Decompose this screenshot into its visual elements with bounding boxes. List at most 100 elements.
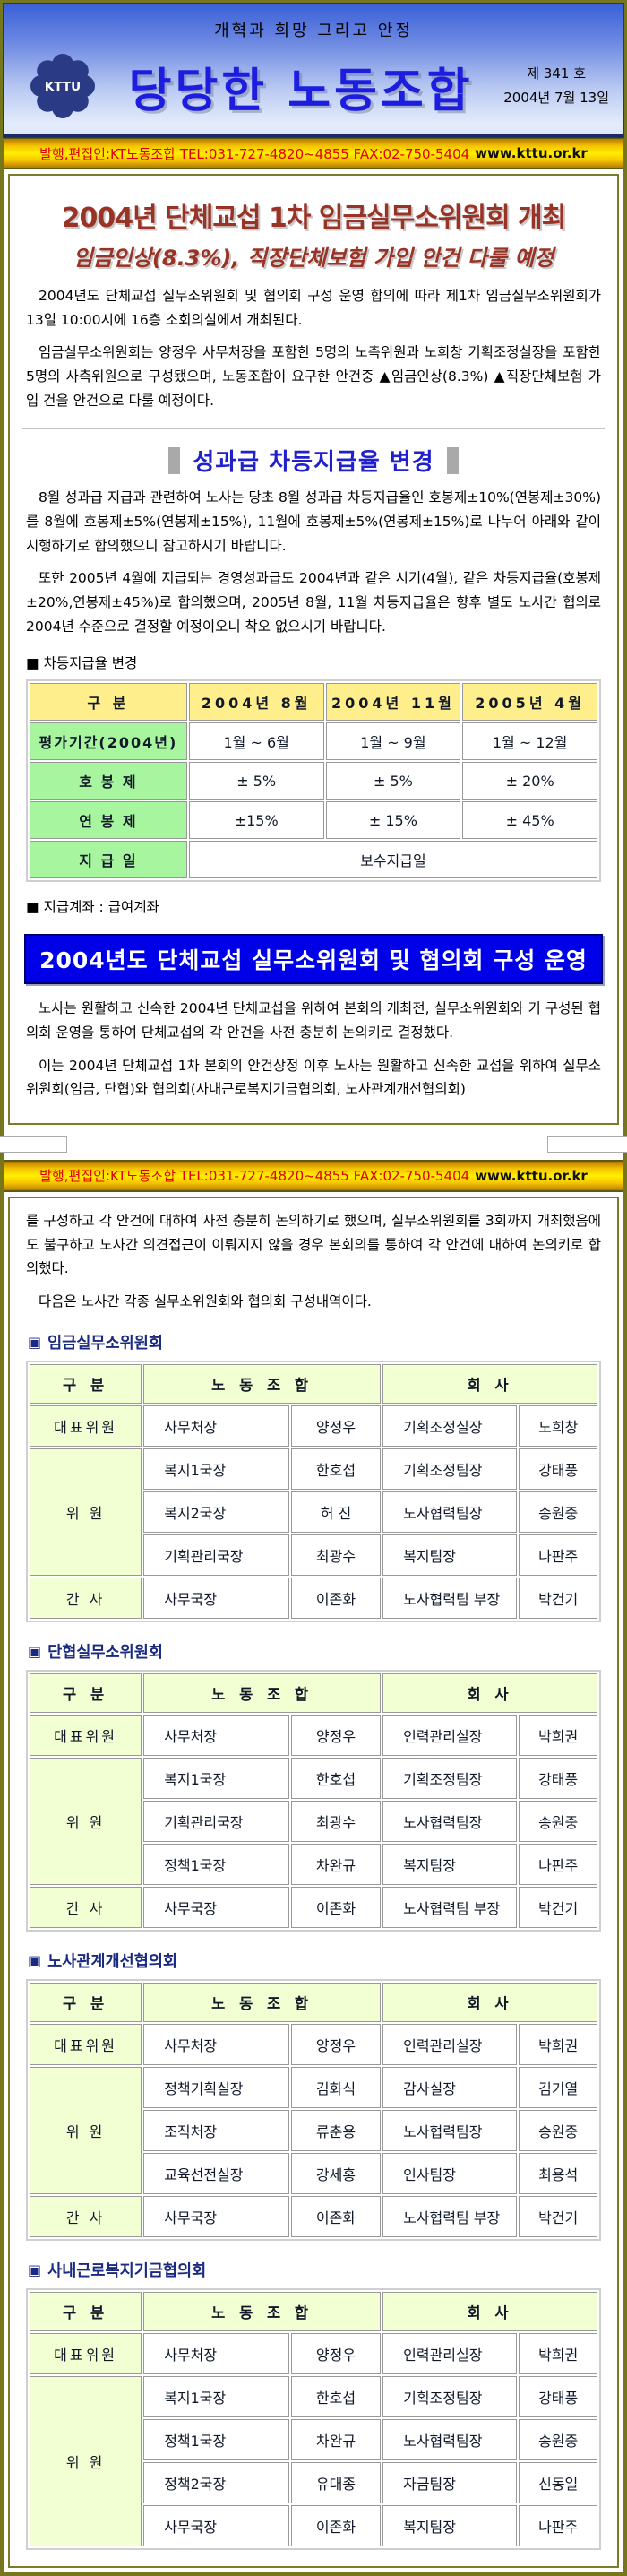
pay-table-header-cell: 구 분 — [30, 683, 187, 722]
union-name-cell: 강세홍 — [290, 2153, 382, 2195]
pay-table-row-label: 연 봉 제 — [30, 801, 187, 840]
company-position-cell: 감사실장 — [382, 2067, 518, 2109]
page-break-left-mark — [0, 1135, 67, 1153]
committee-row-label: 위 원 — [30, 1448, 142, 1577]
committee-section-title: ▣ 노사관계개선협의회 — [28, 1949, 599, 1972]
union-name-cell: 이존화 — [290, 2196, 382, 2238]
pay-table-row: 연 봉 제 ±15% ± 15% ± 45% — [30, 801, 597, 840]
union-name-cell: 류춘용 — [290, 2110, 382, 2152]
company-position-cell: 복지팀장 — [382, 2505, 518, 2547]
heading-left-bar — [168, 446, 181, 474]
publisher-text: 발행,편집인:KT노동조합 TEL:031-727-4820~4855 FAX:… — [39, 145, 470, 162]
company-name-cell: 박건기 — [519, 1887, 597, 1929]
company-name-cell: 송원중 — [519, 2419, 597, 2461]
company-position-cell: 인력관리실장 — [382, 1715, 518, 1757]
company-name-cell: 송원중 — [519, 1491, 597, 1534]
committee-row-label: 대표위원 — [30, 2024, 142, 2066]
page-break — [0, 1128, 627, 1160]
pay-table-row: 호 봉 제 ± 5% ± 5% ± 20% — [30, 762, 597, 800]
union-name-cell: 양정우 — [290, 1715, 382, 1757]
publisher-text: 발행,편집인:KT노동조합 TEL:031-727-4820~4855 FAX:… — [39, 1168, 470, 1185]
union-position-cell: 정책1국장 — [143, 1844, 289, 1886]
article2-paragraph-3: 를 구성하고 각 안건에 대하여 사전 충분히 논의하기로 했으며, 실무소위원… — [26, 1212, 601, 1277]
company-position-cell: 기획조정팀장 — [382, 1448, 518, 1491]
company-position-cell: 노사협력팀 부장 — [382, 2196, 518, 2238]
section2-title: 성과급 차등지급율 변경 — [193, 449, 434, 477]
committee-row-label: 간 사 — [30, 1887, 142, 1929]
company-name-cell: 강태풍 — [519, 2376, 597, 2418]
pay-table: 구 분 2004년 8월 2004년 11월 2005년 4월 평가기간(2004년) 1… — [26, 679, 601, 883]
company-name-cell: 박건기 — [519, 1578, 597, 1620]
union-name-cell: 양정우 — [290, 2024, 382, 2066]
union-name-cell: 차완규 — [290, 1844, 382, 1886]
committee-row: 대표위원 사무처장 양정우 인력관리실장 박희권 — [30, 2024, 597, 2066]
union-position-cell: 복지1국장 — [143, 1448, 289, 1491]
issue-info: 제 341 호 2004년 7월 13일 — [503, 62, 609, 110]
pay-table-header-cell: 2004년 11월 — [325, 683, 461, 722]
committee-row-label: 위 원 — [30, 2067, 142, 2195]
company-name-cell: 나판주 — [519, 1534, 597, 1577]
committee-row: 간 사 사무국장 이존화 노사협력팀 부장 박건기 — [30, 2196, 597, 2238]
company-position-cell: 노사협력팀 부장 — [382, 1578, 518, 1620]
committee-name: 임금실무소위원회 — [47, 1335, 163, 1353]
pay-table-row-label: 평가기간(2004년) — [30, 722, 187, 761]
company-position-cell: 노사협력팀장 — [382, 2419, 518, 2461]
committee-row: 대표위원 사무처장 양정우 기획조정실장 노희창 — [30, 1405, 597, 1448]
union-position-cell: 사무국장 — [143, 2505, 289, 2547]
committee-name: 노사관계개선협의회 — [47, 1953, 178, 1972]
company-position-cell: 인력관리실장 — [382, 2333, 518, 2375]
committee-header-cell: 회 사 — [382, 1673, 597, 1714]
pay-table-header-cell: 2004년 8월 — [188, 683, 324, 722]
section2-paragraph-1: 8월 성과급 지급과 관련하여 노사는 당초 8월 성과급 차등지급율인 호봉제… — [26, 489, 601, 554]
pay-table-value-cell: 보수지급일 — [188, 841, 597, 879]
company-name-cell: 신동일 — [519, 2462, 597, 2504]
company-name-cell: 강태풍 — [519, 1758, 597, 1800]
committee-row: 대표위원 사무처장 양정우 인력관리실장 박희권 — [30, 2333, 597, 2375]
company-position-cell: 인사팀장 — [382, 2153, 518, 2195]
union-name-cell: 이존화 — [290, 1578, 382, 1620]
masthead: 개혁과 희망 그리고 안정 KTTU 당당한 노동조합 제 341 호 2 — [3, 3, 624, 138]
committee-row: 대표위원 사무처장 양정우 인력관리실장 박희권 — [30, 1715, 597, 1757]
pay-table-value-cell: ± 5% — [188, 762, 324, 800]
committee-row-label: 대표위원 — [30, 2333, 142, 2375]
article1-paragraph-1: 2004년도 단체교섭 실무소위원회 및 협의회 구성 운영 합의에 따라 제1… — [26, 288, 601, 328]
union-position-cell: 사무국장 — [143, 1887, 289, 1929]
committee-row-label: 대표위원 — [30, 1405, 142, 1448]
article2-paragraph-1: 노사는 원활하고 신속한 2004년 단체교섭을 위하여 본회의 개최전, 실무… — [26, 1000, 601, 1041]
pay-table-value-cell: ± 45% — [462, 801, 597, 840]
committee-row-label: 위 원 — [30, 1758, 142, 1886]
union-name-cell: 한호섭 — [290, 2376, 382, 2418]
committee-row: 위 원 복지1국장 한호섭 기획조정팀장 강태풍 — [30, 1448, 597, 1577]
pay-table-container: 구 분 2004년 8월 2004년 11월 2005년 4월 평가기간(2004년) 1… — [22, 679, 605, 883]
issue-date: 2004년 7월 13일 — [503, 90, 609, 106]
company-position-cell: 복지팀장 — [382, 1534, 518, 1577]
union-name-cell: 한호섭 — [290, 1448, 382, 1491]
union-name-cell: 김화식 — [290, 2067, 382, 2109]
company-name-cell: 박희권 — [519, 2333, 597, 2375]
section2-paragraph-2: 또한 2005년 4월에 지급되는 경영성과급도 2004년과 같은 시기(4월… — [26, 570, 601, 635]
union-name-cell: 한호섭 — [290, 1758, 382, 1800]
company-name-cell: 박희권 — [519, 2024, 597, 2066]
newsletter-title: 당당한 노동조합 — [128, 64, 474, 118]
article1-paragraph-2: 임금실무소위원회는 양정우 사무처장을 포함한 5명의 노측위원과 노희창 기획… — [26, 344, 601, 409]
committee-row: 간 사 사무국장 이존화 노사협력팀 부장 박건기 — [30, 1887, 597, 1929]
committee-row: 위 원 정책기획실장 김화식 감사실장 김기열 — [30, 2067, 597, 2195]
union-position-cell: 복지1국장 — [143, 1758, 289, 1800]
union-position-cell: 사무처장 — [143, 1405, 289, 1448]
company-position-cell: 노사협력팀장 — [382, 2110, 518, 2152]
committee-name: 사내근로복지기금협의회 — [47, 2262, 207, 2281]
pay-table-row-label: 호 봉 제 — [30, 762, 187, 800]
committee-header-cell: 노 동 조 합 — [143, 2292, 382, 2332]
pay-table-row: 지 급 일 보수지급일 — [30, 841, 597, 879]
union-name-cell: 차완규 — [290, 2419, 382, 2461]
company-position-cell: 인력관리실장 — [382, 2024, 518, 2066]
committee-header-cell: 회 사 — [382, 1983, 597, 2023]
section-square-icon: ▣ — [28, 1333, 42, 1351]
committee-header-cell: 노 동 조 합 — [143, 1364, 382, 1405]
page2-content: 를 구성하고 각 안건에 대하여 사전 충분히 논의하기로 했으며, 실무소위원… — [8, 1196, 619, 2569]
